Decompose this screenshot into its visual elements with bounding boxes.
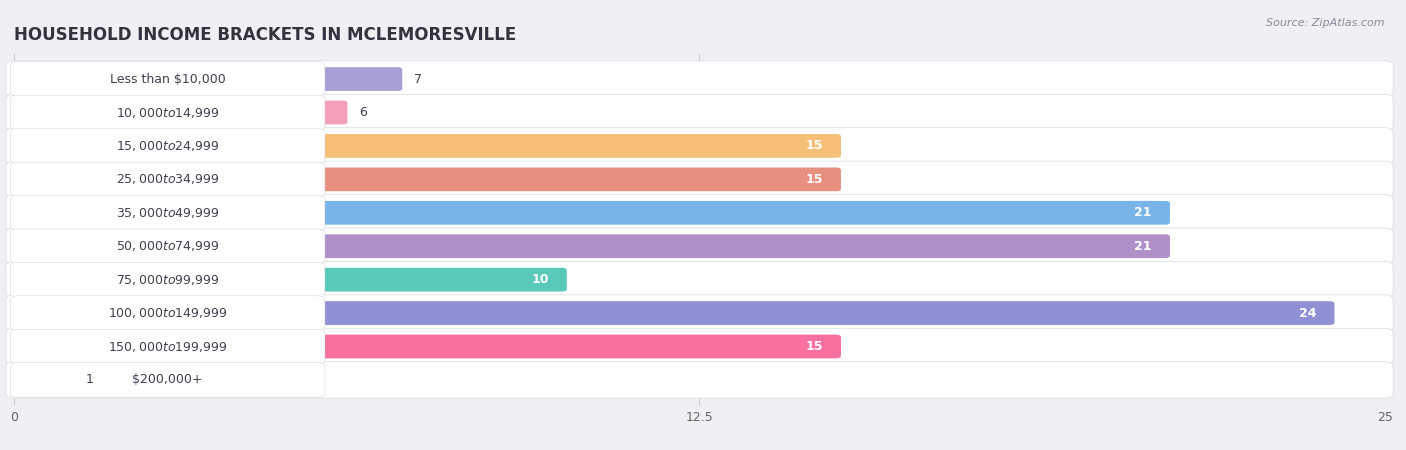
FancyBboxPatch shape: [10, 301, 1334, 325]
Text: $10,000 to $14,999: $10,000 to $14,999: [115, 105, 219, 120]
FancyBboxPatch shape: [10, 134, 841, 158]
FancyBboxPatch shape: [10, 363, 325, 397]
FancyBboxPatch shape: [6, 194, 1393, 231]
FancyBboxPatch shape: [10, 95, 325, 130]
FancyBboxPatch shape: [10, 162, 325, 197]
Text: $200,000+: $200,000+: [132, 374, 202, 387]
FancyBboxPatch shape: [6, 295, 1393, 331]
FancyBboxPatch shape: [10, 201, 1170, 225]
FancyBboxPatch shape: [6, 261, 1393, 298]
FancyBboxPatch shape: [6, 61, 1393, 97]
FancyBboxPatch shape: [10, 268, 567, 292]
Text: 15: 15: [806, 173, 823, 186]
Text: 21: 21: [1135, 240, 1152, 253]
FancyBboxPatch shape: [6, 161, 1393, 198]
Text: Less than $10,000: Less than $10,000: [110, 72, 225, 86]
Text: $35,000 to $49,999: $35,000 to $49,999: [115, 206, 219, 220]
FancyBboxPatch shape: [6, 94, 1393, 130]
FancyBboxPatch shape: [6, 328, 1393, 364]
FancyBboxPatch shape: [10, 62, 325, 96]
FancyBboxPatch shape: [6, 362, 1393, 398]
Text: 21: 21: [1135, 206, 1152, 219]
FancyBboxPatch shape: [10, 262, 325, 297]
FancyBboxPatch shape: [10, 196, 325, 230]
Text: 15: 15: [806, 140, 823, 153]
FancyBboxPatch shape: [10, 296, 325, 330]
FancyBboxPatch shape: [10, 67, 402, 91]
Text: 1: 1: [86, 374, 93, 387]
FancyBboxPatch shape: [10, 167, 841, 191]
FancyBboxPatch shape: [10, 101, 347, 124]
FancyBboxPatch shape: [10, 234, 1170, 258]
Text: $25,000 to $34,999: $25,000 to $34,999: [115, 172, 219, 186]
Text: $100,000 to $149,999: $100,000 to $149,999: [108, 306, 228, 320]
Text: HOUSEHOLD INCOME BRACKETS IN MCLEMORESVILLE: HOUSEHOLD INCOME BRACKETS IN MCLEMORESVI…: [14, 26, 516, 44]
Text: Source: ZipAtlas.com: Source: ZipAtlas.com: [1267, 18, 1385, 28]
FancyBboxPatch shape: [10, 335, 841, 358]
Text: 24: 24: [1299, 306, 1316, 320]
FancyBboxPatch shape: [10, 329, 325, 364]
Text: 6: 6: [360, 106, 367, 119]
FancyBboxPatch shape: [10, 129, 325, 163]
Text: 7: 7: [415, 72, 422, 86]
FancyBboxPatch shape: [10, 368, 73, 392]
Text: $15,000 to $24,999: $15,000 to $24,999: [115, 139, 219, 153]
Text: $75,000 to $99,999: $75,000 to $99,999: [115, 273, 219, 287]
Text: 15: 15: [806, 340, 823, 353]
FancyBboxPatch shape: [6, 228, 1393, 265]
Text: 10: 10: [531, 273, 548, 286]
FancyBboxPatch shape: [6, 128, 1393, 164]
Text: $50,000 to $74,999: $50,000 to $74,999: [115, 239, 219, 253]
FancyBboxPatch shape: [10, 229, 325, 263]
Text: $150,000 to $199,999: $150,000 to $199,999: [108, 339, 228, 354]
